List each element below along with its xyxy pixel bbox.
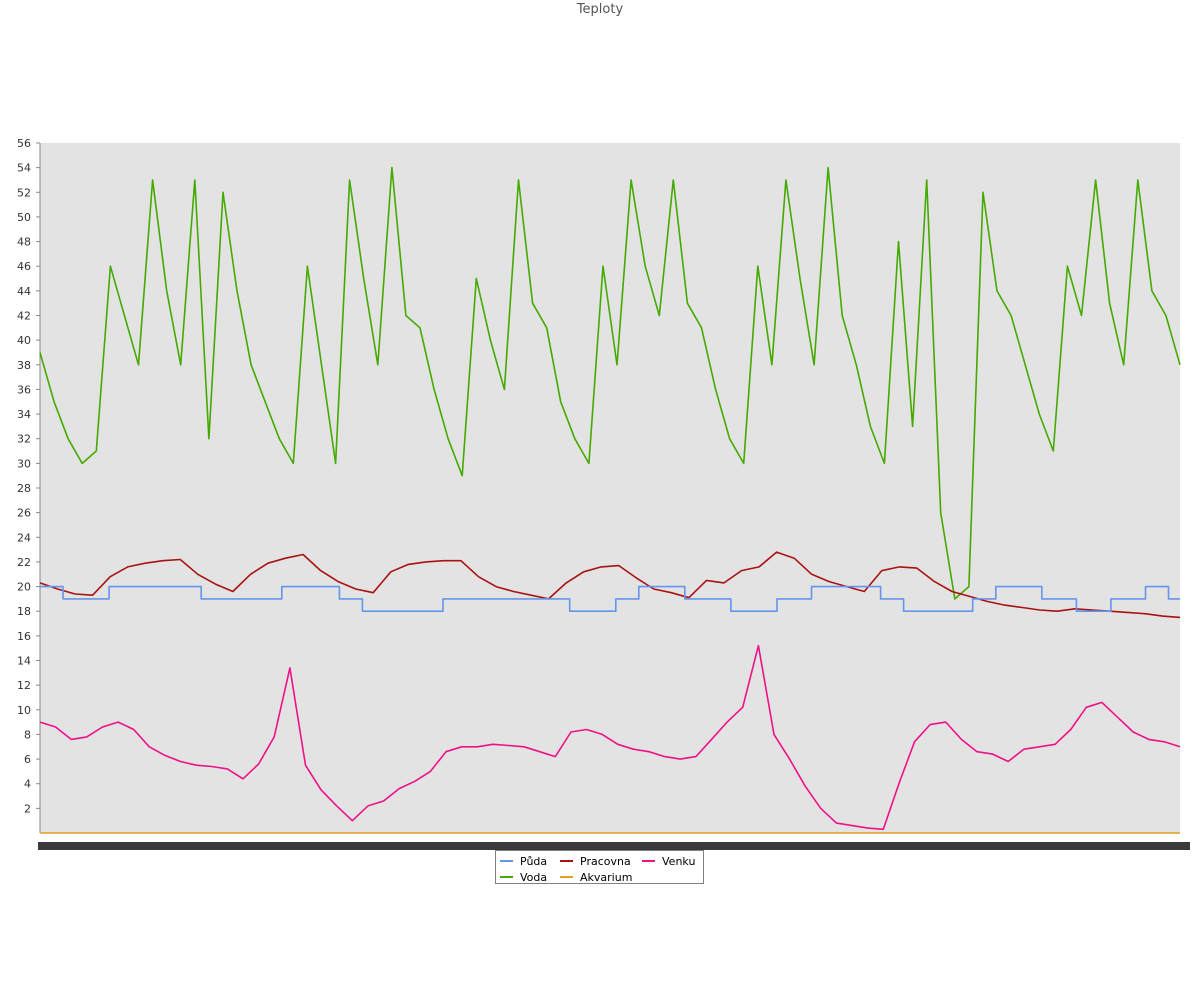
y-tick-label: 14 [17,655,31,668]
y-tick-label: 38 [17,359,31,372]
series-line-pracovna [39,551,1181,619]
series-line-voda [39,166,1181,600]
y-tick-label: 46 [17,260,31,273]
legend: Půda Pracovna Venku Voda Akvarium [495,850,704,884]
y-tick-label: 30 [17,457,31,470]
y-tick-label: 20 [17,581,31,594]
y-tick-label: 6 [24,753,31,766]
y-tick-label: 12 [17,679,31,692]
legend-swatch-akvarium [560,876,573,878]
y-tick-label: 8 [24,728,31,741]
legend-label-venku: Venku [662,854,696,868]
y-tick-label: 32 [17,433,31,446]
y-tick-label: 36 [17,383,31,396]
y-tick-label: 48 [17,236,31,249]
y-tick-label: 54 [17,162,31,175]
x-axis-band [38,842,1190,850]
legend-label-pracovna: Pracovna [580,854,631,868]
y-tick-label: 24 [17,531,31,544]
series-line-venku [39,644,1181,831]
y-tick-label: 34 [17,408,31,421]
y-tick-label: 42 [17,310,31,323]
chart-title: Teploty [576,2,624,17]
y-tick-label: 4 [24,778,31,791]
y-tick-label: 44 [17,285,31,298]
legend-swatch-puda [500,860,513,862]
y-tick-label: 2 [24,802,31,815]
series-line-půda [40,585,1180,612]
legend-label-puda: Půda [520,854,548,868]
legend-swatch-venku [642,860,655,862]
legend-item-voda: Voda [500,870,560,884]
legend-label-akvarium: Akvarium [580,870,633,884]
legend-item-puda: Půda [500,854,560,868]
y-tick-label: 18 [17,605,31,618]
y-tick-label: 50 [17,211,31,224]
plot-area: 2468101214161820222426283032343638404244… [17,137,1190,850]
y-tick-label: 40 [17,334,31,347]
legend-item-akvarium: Akvarium [560,870,642,884]
y-tick-label: 10 [17,704,31,717]
y-tick-label: 22 [17,556,31,569]
y-tick-label: 26 [17,507,31,520]
plot-background [40,143,1180,833]
legend-swatch-pracovna [560,860,573,862]
legend-swatch-voda [500,876,513,878]
y-tick-label: 28 [17,482,31,495]
legend-label-voda: Voda [520,870,548,884]
y-tick-label: 52 [17,186,31,199]
legend-item-pracovna: Pracovna [560,854,642,868]
y-tick-label: 16 [17,630,31,643]
y-tick-label: 56 [17,137,31,150]
legend-item-venku: Venku [642,854,702,868]
